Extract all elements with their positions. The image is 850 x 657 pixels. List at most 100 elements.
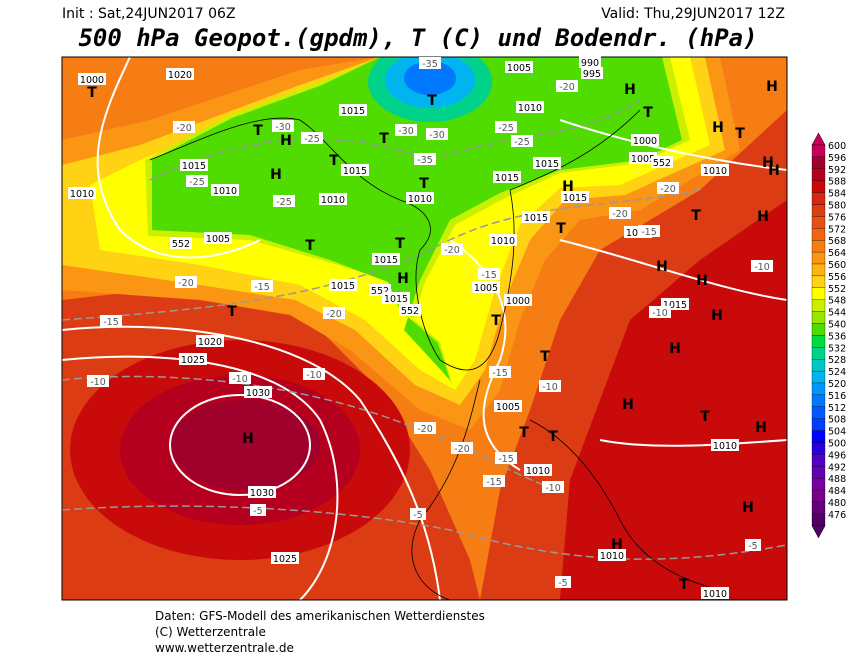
colorbar-label: 524: [828, 367, 846, 378]
pressure-center: H: [742, 500, 754, 516]
label-box: [329, 279, 357, 291]
temperature-label: -10: [90, 377, 106, 388]
temperature-label: -20: [559, 82, 575, 93]
temperature-label: -15: [103, 317, 119, 328]
temperature-label: -15: [498, 454, 514, 465]
colorbar-swatch: [811, 299, 826, 312]
label-box: [419, 57, 441, 69]
pressure-center: T: [556, 221, 566, 237]
label-box: [395, 124, 417, 136]
pressure-center: H: [696, 273, 708, 289]
isobar-label: 1015: [182, 161, 206, 172]
label-box: [166, 68, 194, 80]
colorbar-swatch: [811, 394, 826, 407]
isobar-label: 552: [653, 158, 671, 169]
colorbar-label: 476: [828, 510, 846, 521]
colorbar-label: 540: [828, 320, 846, 331]
label-box: [516, 101, 544, 113]
label-box: [556, 80, 578, 92]
label-box: [250, 504, 266, 516]
label-box: [629, 152, 657, 164]
label-box: [441, 243, 463, 255]
label-box: [339, 104, 367, 116]
colorbar-label: 596: [828, 153, 846, 164]
label-box: [495, 452, 517, 464]
isobar-label: 1000: [633, 136, 657, 147]
colorbar-swatch: [811, 478, 826, 491]
colorbar-label: 564: [828, 248, 846, 259]
isobar-label: 1010: [703, 166, 727, 177]
pressure-center: H: [242, 431, 254, 447]
pressure-center: H: [656, 259, 668, 275]
colorbar-arrow: [811, 525, 826, 539]
colorbar-label: 492: [828, 462, 846, 473]
pressure-center: H: [622, 397, 634, 413]
label-box: [451, 442, 473, 454]
isobar-label: 1015: [374, 255, 398, 266]
temperature-label: -20: [660, 184, 676, 195]
label-box: [414, 422, 436, 434]
colorbar-swatch: [811, 323, 826, 336]
label-box: [244, 386, 272, 398]
label-box: [561, 191, 589, 203]
temperature-label: -25: [304, 134, 320, 145]
pressure-center: H: [762, 155, 774, 171]
footer-line: (C) Wetterzentrale: [155, 625, 266, 639]
label-box: [495, 121, 517, 133]
isobar-label: 1015: [341, 106, 365, 117]
colorbar-label: 580: [828, 201, 846, 212]
colorbar-label: 548: [828, 296, 846, 307]
temperature-label: -10: [542, 382, 558, 393]
pressure-center: T: [691, 208, 701, 224]
colorbar-swatch: [811, 489, 826, 503]
temperature-label: -15: [641, 227, 657, 238]
temperature-label: -15: [486, 477, 502, 488]
label-box: [555, 576, 571, 588]
colorbar-swatch: [811, 168, 826, 181]
label-box: [489, 366, 511, 378]
pressure-center: T: [548, 429, 558, 445]
temperature-label: -10: [754, 262, 770, 273]
label-box: [657, 182, 679, 194]
label-box: [609, 207, 631, 219]
isobars: [62, 57, 787, 600]
label-box: [489, 234, 517, 246]
label-box: [524, 464, 552, 476]
temperature-label: -5: [748, 541, 757, 552]
isobar-label: 990: [581, 58, 599, 69]
temperature-label: -20: [326, 309, 342, 320]
colorbar-label: 568: [828, 236, 846, 247]
pressure-center: T: [305, 238, 315, 254]
temperature-label: -30: [398, 126, 414, 137]
isobar-label: 1010: [408, 194, 432, 205]
low-field: [404, 61, 456, 95]
isobar-label: 1005: [206, 234, 230, 245]
colorbar-swatch: [811, 406, 826, 419]
colorbar-label: 556: [828, 272, 846, 283]
colorbar-swatch: [811, 347, 826, 360]
colorbar-swatch: [811, 216, 826, 229]
colorbar-swatch: [811, 418, 826, 431]
label-box: [323, 307, 345, 319]
label-box: [494, 400, 522, 412]
colorbar-swatch: [811, 180, 826, 193]
pressure-center: T: [253, 123, 263, 139]
label-box: [651, 156, 673, 168]
label-box: [179, 353, 207, 365]
isobar-label: 1015: [343, 166, 367, 177]
isobar-label: 1010: [70, 189, 94, 200]
footer-line: Daten: GFS-Modell des amerikanischen Wet…: [155, 609, 485, 623]
isobar-label: 995: [583, 69, 601, 80]
valid-time: Valid: Thu,29JUN2017 12Z: [601, 6, 785, 22]
label-box: [87, 375, 109, 387]
isobar-label: 1025: [181, 355, 205, 366]
colorbar-swatch: [811, 442, 826, 455]
label-box: [196, 335, 224, 347]
label-box: [248, 486, 276, 498]
label-box: [511, 135, 533, 147]
isobar-label: 1015: [384, 294, 408, 305]
isobar-label: 1010: [491, 236, 515, 247]
isobar-label: 1010: [600, 551, 624, 562]
pressure-center: H: [270, 167, 282, 183]
temperature-label: -20: [178, 278, 194, 289]
